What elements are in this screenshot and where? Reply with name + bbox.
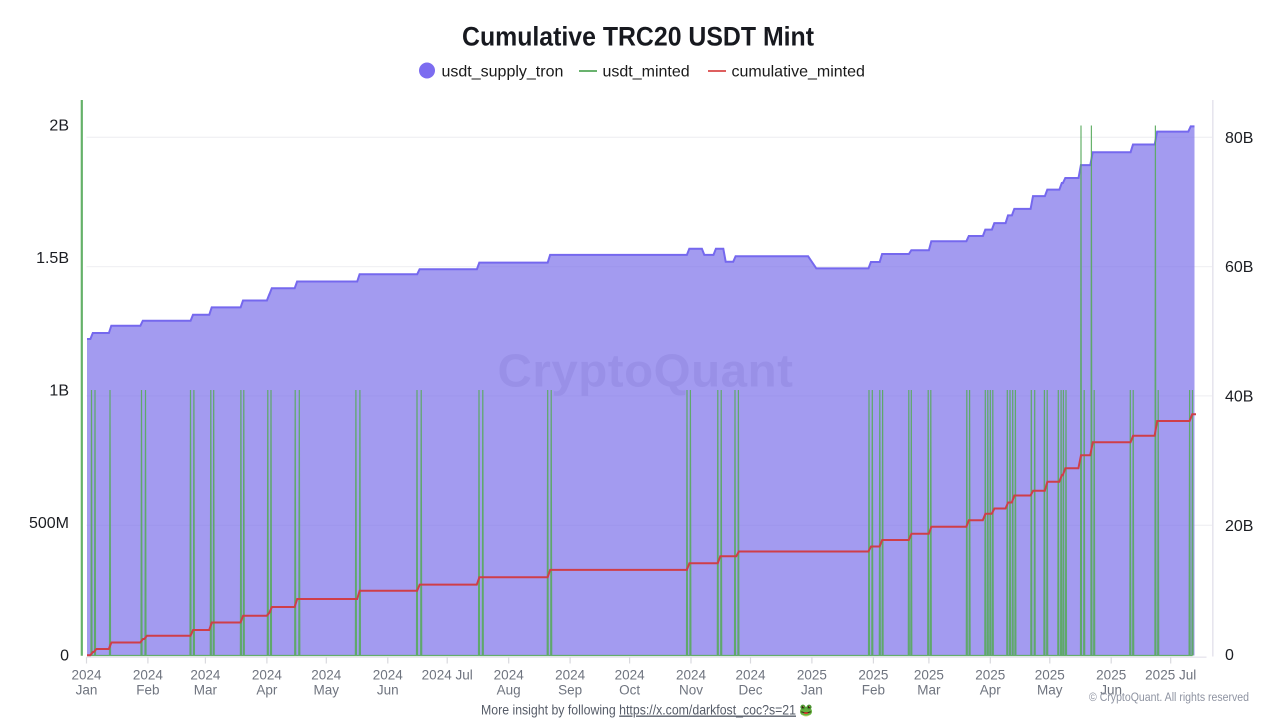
svg-text:2024: 2024 [373, 668, 404, 683]
svg-text:2025 Jul: 2025 Jul [1145, 668, 1196, 683]
svg-text:Sep: Sep [558, 683, 582, 698]
svg-text:2024: 2024 [615, 668, 646, 683]
svg-text:1B: 1B [49, 383, 69, 400]
svg-text:80B: 80B [1225, 130, 1253, 147]
svg-text:Mar: Mar [917, 683, 941, 698]
svg-text:usdt_supply_tron: usdt_supply_tron [442, 64, 564, 81]
svg-text:Jun: Jun [1100, 683, 1122, 698]
svg-text:2025: 2025 [914, 668, 944, 683]
svg-text:Dec: Dec [738, 683, 762, 698]
svg-text:2024: 2024 [735, 668, 766, 683]
svg-text:2024 Jul: 2024 Jul [422, 668, 473, 683]
svg-text:Jun: Jun [377, 683, 399, 698]
svg-text:2024: 2024 [252, 668, 283, 683]
svg-text:2B: 2B [49, 118, 69, 135]
svg-text:Cumulative TRC20 USDT Mint: Cumulative TRC20 USDT Mint [462, 21, 814, 52]
svg-text:2024: 2024 [71, 668, 102, 683]
svg-text:2025: 2025 [858, 668, 888, 683]
svg-text:2025: 2025 [975, 668, 1005, 683]
svg-text:500M: 500M [29, 515, 69, 532]
svg-text:1.5B: 1.5B [36, 250, 69, 267]
svg-text:Feb: Feb [136, 683, 159, 698]
svg-text:2025: 2025 [1096, 668, 1126, 683]
svg-text:2024: 2024 [676, 668, 707, 683]
svg-text:cumulative_minted: cumulative_minted [732, 64, 865, 81]
svg-text:0: 0 [60, 648, 69, 665]
svg-text:2024: 2024 [190, 668, 221, 683]
svg-text:2024: 2024 [555, 668, 586, 683]
svg-text:Apr: Apr [256, 683, 278, 698]
svg-text:© CryptoQuant. All rights rese: © CryptoQuant. All rights reserved [1089, 690, 1249, 704]
svg-text:Jan: Jan [76, 683, 98, 698]
svg-text:2024: 2024 [311, 668, 342, 683]
svg-text:May: May [1037, 683, 1063, 698]
svg-text:Feb: Feb [862, 683, 885, 698]
svg-text:Nov: Nov [679, 683, 703, 698]
svg-text:Apr: Apr [980, 683, 1002, 698]
svg-text:usdt_minted: usdt_minted [603, 64, 690, 81]
svg-text:More insight by following http: More insight by following https://x.com/… [481, 703, 796, 718]
svg-text:Jan: Jan [801, 683, 823, 698]
svg-text:May: May [314, 683, 340, 698]
svg-text:20B: 20B [1225, 518, 1253, 535]
svg-text:Mar: Mar [194, 683, 218, 698]
svg-text:2024: 2024 [494, 668, 525, 683]
svg-text:2024: 2024 [133, 668, 164, 683]
svg-text:2025: 2025 [1035, 668, 1065, 683]
svg-text:Oct: Oct [619, 683, 640, 698]
svg-text:2025: 2025 [797, 668, 827, 683]
svg-text:Aug: Aug [497, 683, 521, 698]
svg-text:60B: 60B [1225, 259, 1253, 276]
svg-text:0: 0 [1225, 647, 1234, 664]
svg-text:40B: 40B [1225, 388, 1253, 405]
